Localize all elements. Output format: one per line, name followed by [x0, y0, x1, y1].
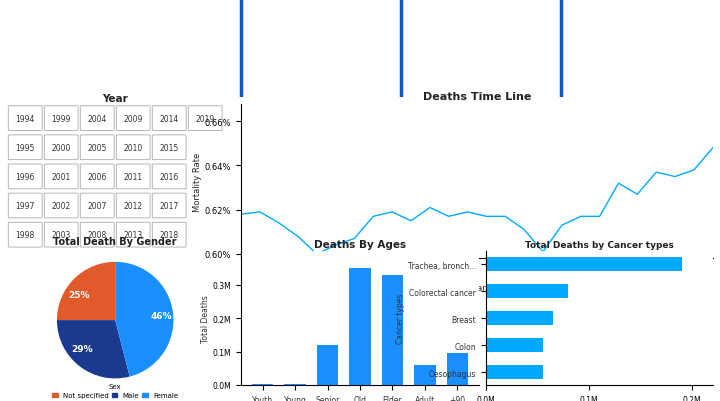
Text: 2006: 2006 [88, 172, 107, 181]
X-axis label: Year: Year [468, 283, 486, 292]
Wedge shape [57, 320, 130, 379]
Text: 1998: 1998 [16, 231, 35, 239]
Text: 29%: 29% [71, 344, 93, 353]
Text: 46%: 46% [151, 311, 173, 320]
Text: 2000: 2000 [52, 144, 71, 152]
FancyBboxPatch shape [9, 194, 42, 219]
Bar [349, 268, 371, 385]
FancyBboxPatch shape [117, 107, 150, 131]
FancyBboxPatch shape [45, 107, 78, 131]
Text: Mortiality Rate: Mortiality Rate [431, 17, 531, 30]
Title: Year: Year [102, 93, 128, 103]
FancyBboxPatch shape [152, 194, 186, 219]
Title: Total Death By Gender: Total Death By Gender [53, 237, 177, 247]
Text: 2015: 2015 [160, 144, 179, 152]
Text: 2012: 2012 [124, 202, 143, 211]
Bar [284, 384, 305, 385]
Bar [382, 275, 403, 385]
FancyBboxPatch shape [9, 223, 42, 247]
Text: 1996: 1996 [16, 172, 35, 181]
Text: 2007: 2007 [88, 202, 107, 211]
Text: 1999: 1999 [52, 114, 71, 124]
Text: 2003: 2003 [52, 231, 71, 239]
Title: Deaths Time Line: Deaths Time Line [423, 92, 531, 102]
Bar [486, 338, 543, 352]
Title: Deaths By Ages: Deaths By Ages [314, 240, 406, 249]
Text: 2014: 2014 [160, 114, 179, 124]
Text: 1994: 1994 [16, 114, 35, 124]
Text: 1995: 1995 [16, 144, 35, 152]
FancyBboxPatch shape [9, 107, 42, 131]
FancyBboxPatch shape [81, 223, 114, 247]
FancyBboxPatch shape [45, 223, 78, 247]
FancyBboxPatch shape [45, 136, 78, 160]
Bar [447, 353, 468, 385]
Text: 0.62%: 0.62% [440, 54, 521, 78]
FancyBboxPatch shape [81, 136, 114, 160]
Text: 2008: 2008 [88, 231, 107, 239]
Bar [415, 365, 436, 385]
Text: 2010: 2010 [124, 144, 143, 152]
Text: 2017: 2017 [160, 202, 179, 211]
FancyBboxPatch shape [9, 136, 42, 160]
Text: 2011: 2011 [124, 172, 143, 181]
FancyBboxPatch shape [117, 136, 150, 160]
Text: 2001: 2001 [52, 172, 71, 181]
FancyBboxPatch shape [45, 164, 78, 189]
FancyBboxPatch shape [152, 136, 186, 160]
FancyBboxPatch shape [188, 107, 222, 131]
FancyBboxPatch shape [152, 107, 186, 131]
Wedge shape [57, 262, 115, 320]
Bar [486, 285, 569, 298]
FancyBboxPatch shape [117, 194, 150, 219]
Text: 2019: 2019 [196, 114, 215, 124]
Text: Cancer Mortality at
Scotland in 2019: Cancer Mortality at Scotland in 2019 [14, 27, 210, 67]
FancyBboxPatch shape [81, 194, 114, 219]
Bar [317, 345, 338, 385]
Text: 2016: 2016 [160, 172, 179, 181]
Text: 1997: 1997 [16, 202, 35, 211]
Text: 839.2K: 839.2K [593, 54, 687, 78]
Text: Population: Population [285, 17, 356, 30]
FancyBboxPatch shape [9, 164, 42, 189]
Text: 2005: 2005 [88, 144, 107, 152]
Y-axis label: Mortality Rate: Mortality Rate [193, 152, 202, 211]
Y-axis label: Cancer types: Cancer types [396, 293, 405, 344]
Text: Total Deaths: Total Deaths [598, 17, 682, 30]
Legend: Not specified, Male, Female: Not specified, Male, Female [49, 380, 181, 401]
FancyBboxPatch shape [152, 223, 186, 247]
FancyBboxPatch shape [117, 223, 150, 247]
Bar [486, 312, 553, 325]
Text: 2004: 2004 [88, 114, 107, 124]
Text: 2002: 2002 [52, 202, 71, 211]
Bar [486, 365, 543, 379]
Title: Total Deaths by Cancer types: Total Deaths by Cancer types [525, 241, 674, 249]
Text: 2009: 2009 [124, 114, 143, 124]
Text: 2013: 2013 [124, 231, 143, 239]
FancyBboxPatch shape [81, 164, 114, 189]
Text: 2018: 2018 [160, 231, 179, 239]
FancyBboxPatch shape [117, 164, 150, 189]
Bar [486, 258, 682, 271]
FancyBboxPatch shape [81, 107, 114, 131]
Text: 135.4M: 135.4M [272, 54, 370, 78]
Bar [252, 384, 273, 385]
FancyBboxPatch shape [45, 194, 78, 219]
Y-axis label: Total Deaths: Total Deaths [201, 295, 210, 342]
Wedge shape [115, 262, 174, 377]
Text: 25%: 25% [68, 290, 90, 299]
FancyBboxPatch shape [152, 164, 186, 189]
